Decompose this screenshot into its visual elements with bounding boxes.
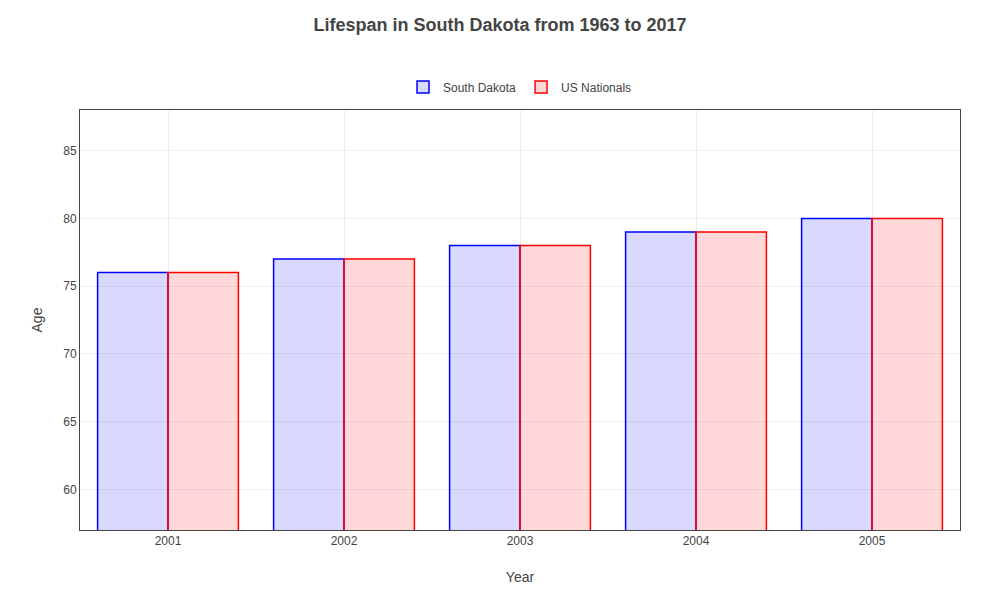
svg-text:70: 70 [63,347,77,361]
svg-text:60: 60 [63,483,77,497]
svg-text:Lifespan in South Dakota from: Lifespan in South Dakota from 1963 to 20… [313,15,686,35]
svg-text:85: 85 [63,144,77,158]
svg-text:2001: 2001 [155,534,182,548]
svg-text:75: 75 [63,279,77,293]
svg-text:2005: 2005 [859,534,886,548]
svg-text:2003: 2003 [507,534,534,548]
svg-text:80: 80 [63,212,77,226]
svg-text:South Dakota: South Dakota [443,81,516,95]
svg-text:Age: Age [29,307,45,332]
svg-text:Year: Year [506,569,535,585]
svg-text:US Nationals: US Nationals [561,81,631,95]
svg-text:2004: 2004 [683,534,710,548]
svg-text:2002: 2002 [331,534,358,548]
svg-text:65: 65 [63,415,77,429]
